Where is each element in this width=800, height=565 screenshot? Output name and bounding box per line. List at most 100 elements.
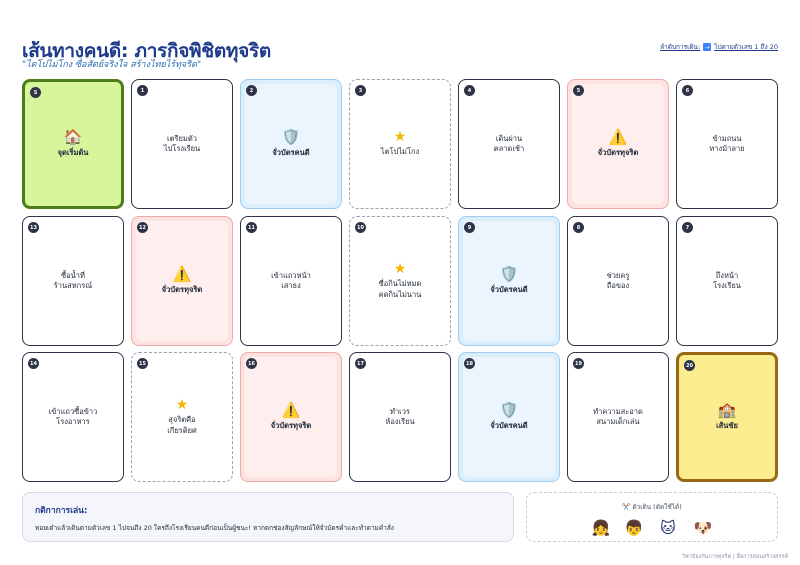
square-content: 🏫 เส้นชัย [679, 355, 775, 479]
board-square-14[interactable]: 14 เข้าแถวซื้อข้าว โรงอาหาร [22, 352, 124, 482]
square-label: จั่วบัตรคนดี [490, 284, 528, 294]
warning-icon: ⚠️ [608, 127, 628, 146]
warning-icon: ⚠️ [281, 400, 301, 419]
star-icon: ★ [393, 129, 407, 146]
square-number-badge: 1 [137, 85, 148, 96]
square-number-badge: 9 [464, 222, 475, 233]
board-square-2[interactable]: 2 🛡️ จั่วบัตรคนดี [240, 79, 342, 209]
square-content: เข้าแถวหน้า เสาธง [241, 217, 341, 345]
shield-icon: 🛡️ [499, 264, 519, 283]
board-square-6[interactable]: 6 ข้ามถนน ทางม้าลาย [676, 79, 778, 209]
board-square-3[interactable]: 3 ★ ไตโปไม่โกง [349, 79, 451, 209]
square-content: เข้าแถวซื้อข้าว โรงอาหาร [23, 353, 123, 481]
board-square-17[interactable]: 17 ทำเวร ห้องเรียน [349, 352, 451, 482]
warning-icon: ⚠️ [172, 264, 192, 283]
square-label: เส้นชัย [716, 420, 738, 430]
square-inner-panel [572, 84, 664, 204]
cat-piece-icon[interactable]: 🐱 [660, 519, 676, 537]
square-number-badge: 20 [684, 360, 695, 371]
board-square-19[interactable]: 19 ทำความสะอาด สนามเด็กเล่น [567, 352, 669, 482]
square-content: เตรียมตัว ไปโรงเรียน [132, 80, 232, 208]
square-number-badge: 8 [573, 222, 584, 233]
dog-piece-icon[interactable]: 🐶 [693, 519, 713, 537]
star-icon: ★ [175, 397, 189, 414]
square-number-badge: 2 [246, 85, 257, 96]
board-square-9[interactable]: 9 🛡️ จั่วบัตรคนดี [458, 216, 560, 346]
order-text: ไปตามตัวเลข 1 ถึง 20 [714, 43, 778, 51]
square-label: ซื้อน้ำที่ ร้านสหกรณ์ [53, 270, 93, 290]
board-square-10[interactable]: 10 ★ ซื่อกินไม่หมด คดกินไม่นาน [349, 216, 451, 346]
square-label: จั่วบัตรคนดี [272, 147, 310, 157]
square-content: ⚠️ จั่วบัตรทุจริต [132, 217, 232, 345]
square-label: จั่วบัตรทุจริต [270, 420, 312, 430]
order-label: ลำดับการเดิน: [660, 43, 701, 51]
player-pieces-panel: ✂️ ตัวเดิน (ตัดใช้ได้) 👧 👦 🐱 🐶 [526, 492, 778, 542]
board-square-16[interactable]: 16 ⚠️ จั่วบัตรทุจริต [240, 352, 342, 482]
square-label: ช่วยครู ถือของ [606, 270, 630, 290]
square-content: ข้ามถนน ทางม้าลาย [677, 80, 777, 208]
square-content: ซื้อน้ำที่ ร้านสหกรณ์ [23, 217, 123, 345]
board-square-11[interactable]: 11 เข้าแถวหน้า เสาธง [240, 216, 342, 346]
square-label: ทำความสะอาด สนามเด็กเล่น [593, 406, 643, 426]
square-number-badge: 10 [355, 222, 366, 233]
star-icon: ★ [393, 261, 407, 278]
square-number-badge: 14 [28, 358, 39, 369]
board-square-8[interactable]: 8 ช่วยครู ถือของ [567, 216, 669, 346]
square-label: เดินผ่าน ตลาดเช้า [493, 133, 525, 153]
square-number-badge: 18 [464, 358, 475, 369]
square-inner-panel [463, 221, 555, 341]
rules-panel: กติกาการเล่น: ทอยเต๋าแล้วเดินตามตัวเลข 1… [22, 492, 514, 542]
square-label: จั่วบัตรทุจริต [597, 147, 639, 157]
board-square-7[interactable]: 7 ถึงหน้า โรงเรียน [676, 216, 778, 346]
square-number-badge: 11 [246, 222, 257, 233]
square-content: ★ สุจริตคือ เกียรติยศ [132, 353, 232, 481]
square-label: เตรียมตัว ไปโรงเรียน [163, 133, 201, 153]
square-number-badge: 15 [137, 358, 148, 369]
board-square-20[interactable]: 20 🏫 เส้นชัย [676, 352, 778, 482]
board-square-13[interactable]: 13 ซื้อน้ำที่ ร้านสหกรณ์ [22, 216, 124, 346]
board-square-1[interactable]: 1 เตรียมตัว ไปโรงเรียน [131, 79, 233, 209]
square-number-badge: 19 [573, 358, 584, 369]
rules-title: กติกาการเล่น: [35, 506, 88, 516]
page-title: เส้นทางคนดี: ภารกิจพิชิตทุจริต [22, 40, 271, 62]
square-number-badge: 5 [573, 85, 584, 96]
boy-piece-icon[interactable]: 👦 [624, 519, 644, 537]
board-square-4[interactable]: 4 เดินผ่าน ตลาดเช้า [458, 79, 560, 209]
square-content: ถึงหน้า โรงเรียน [677, 217, 777, 345]
board-square-15[interactable]: 15 ★ สุจริตคือ เกียรติยศ [131, 352, 233, 482]
square-content: ⚠️ จั่วบัตรทุจริต [241, 353, 341, 481]
square-content: ★ ไตโปไม่โกง [350, 80, 450, 208]
board-square-s[interactable]: S 🏠 จุดเริ่มต้น [22, 79, 124, 209]
square-inner-panel [136, 221, 228, 341]
square-label: ข้ามถนน ทางม้าลาย [709, 133, 745, 153]
square-content: ⚠️ จั่วบัตรทุจริต [568, 80, 668, 208]
board-square-12[interactable]: 12 ⚠️ จั่วบัตรทุจริต [131, 216, 233, 346]
shield-icon: 🛡️ [499, 400, 519, 419]
square-number-badge: 17 [355, 358, 366, 369]
square-number-badge: 7 [682, 222, 693, 233]
square-number-badge: 6 [682, 85, 693, 96]
square-inner-panel [245, 84, 337, 204]
girl-piece-icon[interactable]: 👧 [591, 519, 611, 537]
board-square-5[interactable]: 5 ⚠️ จั่วบัตรทุจริต [567, 79, 669, 209]
square-number-badge: 4 [464, 85, 475, 96]
square-label: เข้าแถวหน้า เสาธง [271, 270, 311, 290]
square-content: ทำเวร ห้องเรียน [350, 353, 450, 481]
square-number-badge: 3 [355, 85, 366, 96]
square-inner-panel [463, 357, 555, 477]
square-label: สุจริตคือ เกียรติยศ [167, 415, 197, 435]
square-label: ไตโปไม่โกง [380, 147, 420, 157]
square-label: ถึงหน้า โรงเรียน [713, 270, 741, 290]
square-label: จั่วบัตรทุจริต [161, 284, 203, 294]
board-square-18[interactable]: 18 🛡️ จั่วบัตรคนดี [458, 352, 560, 482]
square-label: ทำเวร ห้องเรียน [385, 406, 415, 426]
square-content: 🛡️ จั่วบัตรคนดี [459, 353, 559, 481]
square-label: ซื่อกินไม่หมด คดกินไม่นาน [378, 279, 422, 299]
square-number-badge: 13 [28, 222, 39, 233]
house-icon: 🏠 [63, 127, 83, 146]
page-subtitle: "ไตโปไม่โกง ซื่อสัตย์จริงใจ สร้างไทยไร้ท… [22, 60, 202, 70]
order-guide: ลำดับการเดิน: ⇢ ไปตามตัวเลข 1 ถึง 20 [660, 42, 778, 52]
square-content: เดินผ่าน ตลาดเช้า [459, 80, 559, 208]
square-content: ช่วยครู ถือของ [568, 217, 668, 345]
square-number-badge: 16 [246, 358, 257, 369]
